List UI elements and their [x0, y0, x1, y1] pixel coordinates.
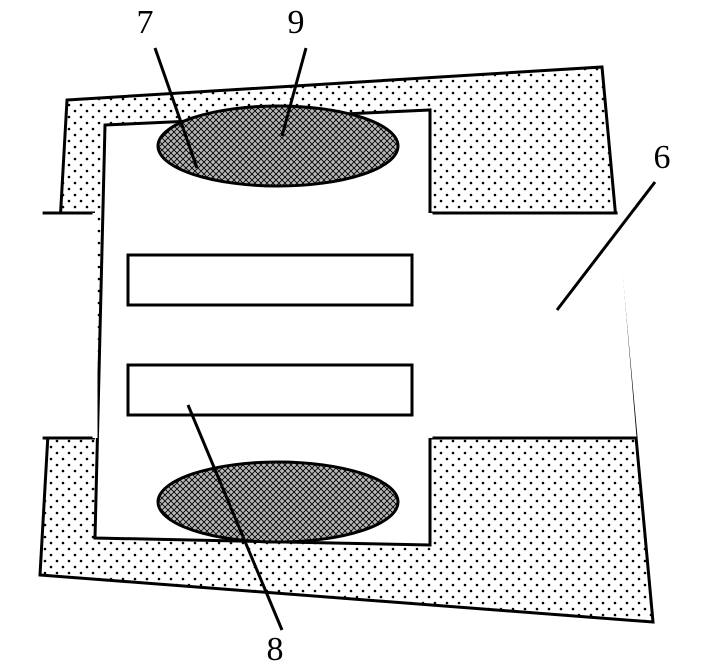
- left-slot: [43, 213, 95, 438]
- bar-0: [128, 255, 412, 305]
- label-9: 9: [288, 4, 305, 41]
- bar-1: [128, 365, 412, 415]
- label-7: 7: [137, 4, 154, 41]
- ellipse-1: [158, 462, 398, 542]
- label-6: 6: [654, 139, 671, 176]
- ellipse-0: [158, 106, 398, 186]
- label-8: 8: [267, 631, 284, 668]
